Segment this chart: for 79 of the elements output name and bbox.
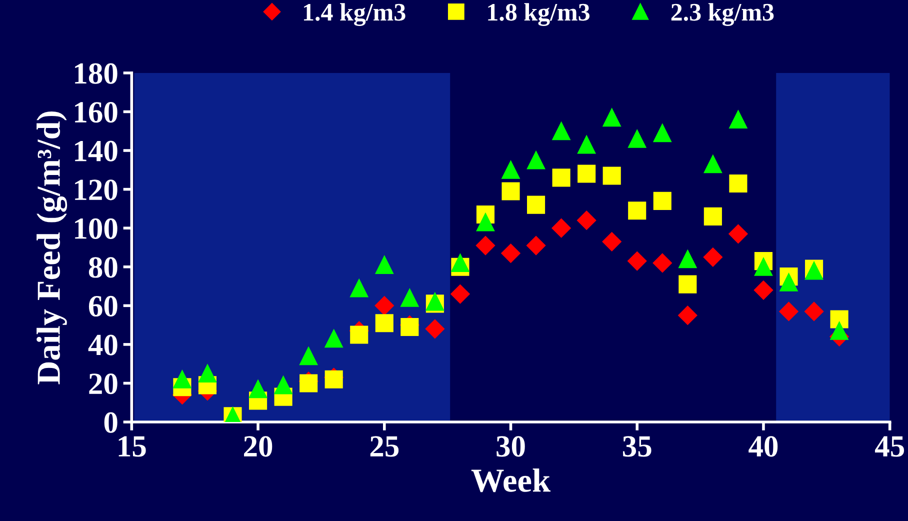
point [502,182,520,200]
y-tick-label: 60 [88,296,118,317]
point [628,130,646,148]
point [804,302,824,322]
point [198,364,217,383]
point [729,110,748,129]
point [652,253,672,273]
point [602,108,621,127]
point [425,319,444,338]
point [628,252,647,271]
point [704,207,722,226]
point [526,196,546,214]
y-tick-label: 40 [88,334,118,356]
point [830,322,848,340]
y-tick-label: 100 [75,218,118,239]
point [779,302,798,322]
x-axis-title: Week [471,468,551,492]
y-tick-label: 0 [104,412,118,433]
point [678,275,697,294]
point [552,218,571,238]
point [400,288,419,307]
point [678,306,698,325]
point [754,280,774,300]
point [324,330,343,348]
point [653,124,672,142]
x-tick-label: 45 [874,436,904,457]
point [754,258,773,276]
point [830,310,848,328]
point [375,256,394,274]
point [578,164,596,183]
point [678,250,697,268]
legend-label: 2.3 kg/m3 [671,3,774,26]
y-tick-label: 120 [75,180,118,200]
point [703,248,722,267]
point [450,284,470,304]
point [451,254,470,272]
point [602,166,621,185]
point [602,232,622,252]
point [526,236,546,256]
point [350,279,368,298]
point [728,224,748,244]
y-axis-title: Daily Feed (g/m³/d) [36,112,68,384]
point [375,314,394,332]
point [501,244,520,263]
point [274,376,292,394]
point [300,374,318,392]
point [780,273,798,292]
x-tick-label: 15 [118,436,146,457]
point [729,174,748,193]
point [476,236,496,256]
point [653,192,672,210]
point [552,122,570,140]
point [628,202,646,220]
point [300,347,318,366]
point [704,155,722,174]
point [526,151,546,170]
y-tick-label: 140 [75,140,118,162]
point [552,168,570,187]
legend-label: 1.8 kg/m3 [488,3,590,26]
point [577,210,596,230]
y-tick-label: 20 [89,374,118,394]
y-tick-label: 80 [88,257,118,278]
point [502,160,520,179]
y-tick-label: 180 [75,63,118,84]
point [350,326,368,344]
x-tick-label: 35 [622,436,652,457]
point [374,296,394,316]
y-tick-label: 160 [75,102,118,123]
x-tick-label: 20 [244,436,272,457]
x-tick-label: 30 [496,436,525,457]
point [578,136,596,154]
point [248,380,268,398]
x-tick-label: 40 [748,436,778,457]
point [476,213,495,232]
x-tick-label: 25 [370,436,399,457]
point [173,370,192,388]
point [324,370,343,388]
legend-label: 1.4 kg/m3 [304,3,406,26]
point [400,318,419,336]
